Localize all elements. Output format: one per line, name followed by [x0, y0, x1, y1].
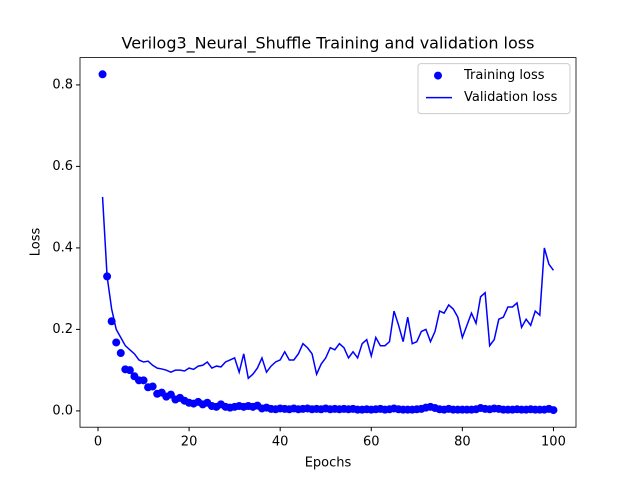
chart-title: Verilog3_Neural_Shuffle Training and val…	[122, 34, 535, 54]
plot-frame	[79, 57, 577, 428]
y-tick-label: 0.8	[52, 77, 73, 92]
y-tick-label: 0.6	[52, 159, 73, 174]
legend-label: Validation loss	[464, 90, 558, 105]
x-tick-label: 60	[363, 435, 380, 450]
x-tick-label: 80	[454, 435, 471, 450]
legend-marker	[434, 71, 442, 80]
training-point	[112, 338, 121, 347]
validation-line	[101, 196, 555, 380]
training-point	[116, 349, 125, 358]
y-tick-label: 0.4	[52, 240, 73, 255]
x-axis-label: Epochs	[305, 456, 352, 471]
legend-label: Training loss	[463, 68, 545, 83]
training-point	[139, 376, 148, 385]
legend-box	[417, 63, 571, 115]
training-point	[98, 70, 107, 79]
x-tick-label: 40	[272, 435, 289, 450]
x-tick-label: 100	[541, 435, 566, 450]
y-axis-label: Loss	[29, 228, 44, 257]
training-point	[125, 366, 134, 375]
training-point	[549, 406, 558, 415]
y-tick-label: 0.0	[52, 403, 73, 418]
x-tick-label: 0	[94, 435, 102, 450]
training-point	[148, 382, 157, 391]
y-tick-label: 0.2	[52, 322, 73, 337]
x-tick-label: 20	[181, 435, 198, 450]
